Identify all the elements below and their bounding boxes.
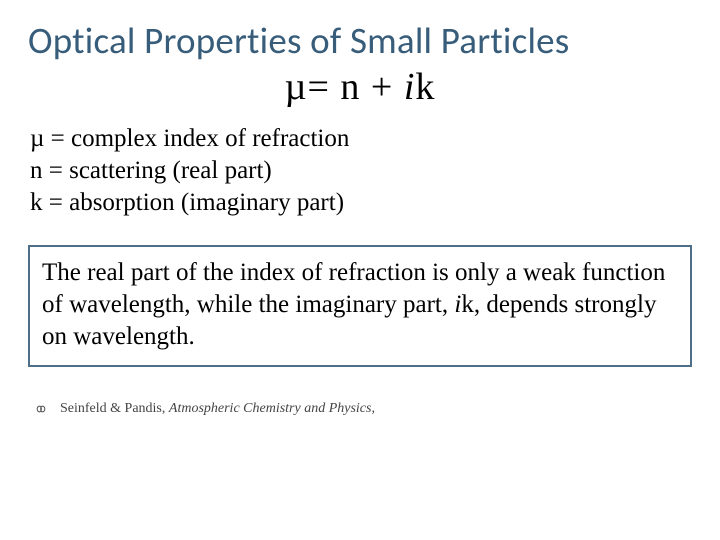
equation-eq: = n + <box>307 66 403 108</box>
citation-text: Seinfeld & Pandis, Atmospheric Chemistry… <box>60 401 375 417</box>
slide-container: Optical Properties of Small Particles µ=… <box>0 0 720 540</box>
equation-k: k <box>415 66 435 108</box>
citation-author: Seinfeld & Pandis, <box>60 401 169 416</box>
definitions-block: µ = complex index of refraction n = scat… <box>28 123 692 219</box>
citation-row: Seinfeld & Pandis, Atmospheric Chemistry… <box>28 401 692 417</box>
citation-title: Atmospheric Chemistry and Physics, <box>169 401 375 416</box>
definition-k: k = absorption (imaginary part) <box>30 187 692 219</box>
equation: µ= n + ik <box>28 65 692 109</box>
definition-mu: µ = complex index of refraction <box>30 123 692 155</box>
highlight-box: The real part of the index of refraction… <box>28 245 692 367</box>
slide-title: Optical Properties of Small Particles <box>28 18 692 63</box>
equation-i: i <box>404 66 416 108</box>
infinity-bullet-icon <box>34 404 48 414</box>
equation-mu: µ <box>285 66 308 108</box>
definition-n: n = scattering (real part) <box>30 155 692 187</box>
